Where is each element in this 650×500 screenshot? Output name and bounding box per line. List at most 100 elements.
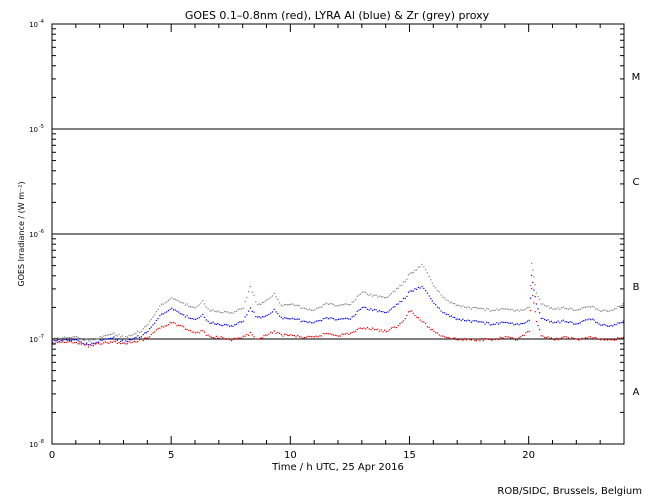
data-point xyxy=(132,338,134,340)
data-point xyxy=(150,333,152,336)
data-point xyxy=(462,305,464,307)
data-point xyxy=(492,323,495,325)
data-point xyxy=(416,316,418,318)
data-point xyxy=(172,309,175,311)
data-point xyxy=(516,309,518,311)
data-point xyxy=(366,293,369,296)
data-point xyxy=(511,337,513,339)
data-point xyxy=(457,339,459,341)
data-point xyxy=(605,324,607,326)
data-point xyxy=(465,307,467,309)
data-point xyxy=(496,322,498,324)
data-point xyxy=(332,303,335,305)
data-point xyxy=(220,336,222,338)
data-point xyxy=(210,336,213,338)
data-point xyxy=(77,340,79,342)
data-point xyxy=(251,334,253,336)
data-point xyxy=(217,310,219,312)
data-point xyxy=(222,325,224,327)
data-point xyxy=(444,312,446,314)
data-point xyxy=(406,295,408,297)
data-point xyxy=(390,293,392,295)
data-point xyxy=(564,321,566,323)
data-point xyxy=(264,315,267,317)
data-point xyxy=(527,331,529,333)
data-point xyxy=(242,320,244,322)
data-point xyxy=(579,322,581,324)
data-point xyxy=(279,315,281,317)
data-point xyxy=(343,333,345,335)
data-point xyxy=(133,333,135,335)
data-point xyxy=(622,322,624,324)
data-point xyxy=(373,294,375,296)
data-point xyxy=(149,336,151,338)
data-point xyxy=(356,295,358,297)
data-point xyxy=(307,335,309,337)
data-point xyxy=(193,318,195,320)
flare-class-lines xyxy=(52,128,624,340)
data-point xyxy=(370,329,372,331)
data-point xyxy=(111,333,113,335)
data-point xyxy=(188,317,190,319)
data-point xyxy=(133,340,135,342)
data-point xyxy=(339,335,341,337)
data-point xyxy=(280,316,282,319)
data-point xyxy=(503,308,505,310)
data-point xyxy=(401,300,403,303)
data-point xyxy=(242,307,244,309)
data-point xyxy=(94,339,96,341)
data-point xyxy=(91,344,93,346)
data-point xyxy=(290,303,292,305)
data-point xyxy=(525,321,527,323)
data-point xyxy=(327,303,329,305)
data-point xyxy=(618,322,621,324)
data-point xyxy=(67,341,69,343)
data-point xyxy=(321,306,323,308)
data-point xyxy=(421,285,423,288)
data-point xyxy=(246,296,248,298)
data-point xyxy=(539,312,541,314)
data-point xyxy=(613,308,615,310)
data-point xyxy=(126,340,129,343)
data-point xyxy=(183,302,185,304)
data-point xyxy=(531,287,533,290)
data-point xyxy=(349,332,352,334)
data-point xyxy=(277,331,279,333)
data-point xyxy=(407,311,410,313)
data-point xyxy=(196,305,198,307)
data-point xyxy=(547,305,549,307)
data-point xyxy=(529,309,532,312)
data-point xyxy=(271,295,274,297)
data-point xyxy=(534,311,536,313)
data-point xyxy=(209,322,211,324)
data-point xyxy=(617,337,619,339)
data-point xyxy=(164,312,166,314)
data-point xyxy=(559,308,561,311)
data-point xyxy=(550,337,552,339)
data-point xyxy=(324,303,326,305)
data-point xyxy=(322,304,324,306)
data-point xyxy=(608,325,610,327)
data-point xyxy=(152,324,154,326)
data-point xyxy=(355,330,357,332)
data-point xyxy=(465,320,467,322)
data-point xyxy=(561,337,563,339)
y-tick-label: 10 xyxy=(29,21,38,29)
data-point xyxy=(214,337,216,339)
data-point xyxy=(150,318,152,320)
data-point xyxy=(300,321,302,323)
data-point xyxy=(586,306,588,308)
data-point xyxy=(513,338,515,340)
data-point xyxy=(607,325,609,327)
data-point xyxy=(348,304,350,306)
data-point xyxy=(142,334,144,336)
data-point xyxy=(214,310,216,312)
data-point xyxy=(115,334,117,336)
data-point xyxy=(474,320,476,322)
data-point xyxy=(467,319,469,321)
x-axis-label: Time / h UTC, 25 Apr 2016 xyxy=(271,462,404,473)
data-point xyxy=(540,335,542,337)
data-point xyxy=(375,329,377,331)
data-point xyxy=(101,340,103,342)
data-point xyxy=(92,345,95,347)
